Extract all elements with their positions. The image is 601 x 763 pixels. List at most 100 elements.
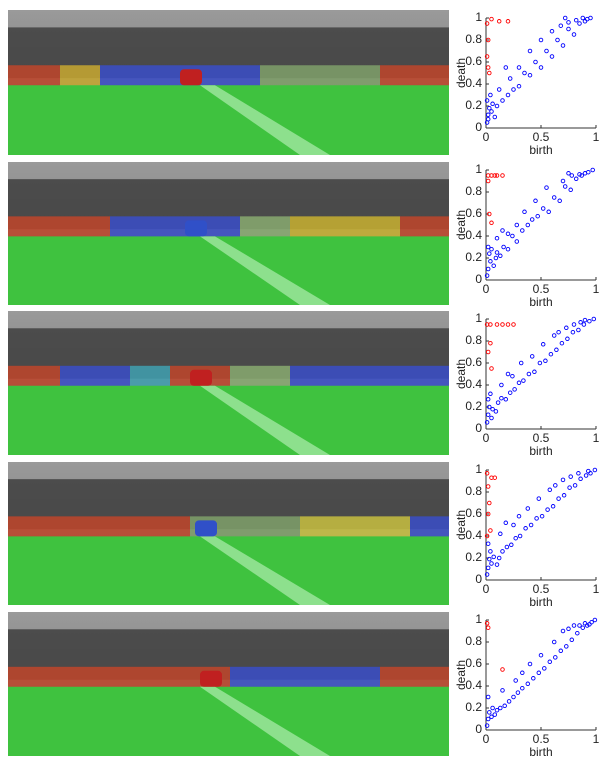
point — [557, 330, 561, 334]
segment-band — [8, 65, 60, 87]
segment-band — [380, 667, 449, 689]
point — [574, 177, 578, 181]
point — [528, 662, 532, 666]
point — [539, 653, 543, 657]
point — [501, 99, 505, 103]
point — [578, 624, 582, 628]
x-tick-label: 1 — [593, 431, 600, 445]
point — [497, 556, 501, 560]
segment-band — [230, 667, 380, 689]
point — [486, 485, 490, 489]
segment-band — [410, 516, 449, 538]
y-tick-label: 0.2 — [465, 98, 482, 112]
x-tick-label: 0.5 — [533, 732, 550, 746]
point — [486, 117, 490, 121]
y-axis-label: death — [454, 58, 468, 88]
point — [532, 677, 536, 681]
point — [489, 550, 493, 554]
point — [490, 562, 494, 566]
point — [490, 110, 494, 114]
point — [569, 475, 573, 479]
point — [583, 622, 587, 626]
point — [488, 252, 492, 256]
y-tick-label: 1 — [475, 10, 482, 24]
point — [545, 186, 549, 190]
point — [488, 557, 492, 561]
point — [535, 517, 539, 521]
point — [508, 391, 512, 395]
point — [512, 695, 516, 699]
point — [592, 317, 596, 321]
point — [500, 383, 504, 387]
x-axis-label: birth — [529, 745, 552, 758]
point — [584, 474, 588, 478]
point — [504, 66, 508, 70]
point — [549, 352, 553, 356]
point — [506, 232, 510, 236]
point — [506, 372, 510, 376]
point — [499, 532, 503, 536]
point — [528, 73, 532, 77]
point — [589, 472, 593, 476]
point — [486, 245, 490, 249]
point — [539, 66, 543, 70]
point — [513, 388, 517, 392]
segment-band — [240, 216, 290, 238]
x-tick-label: 1 — [593, 130, 600, 144]
point — [568, 486, 572, 490]
y-tick-label: 0 — [475, 722, 482, 736]
point — [548, 488, 552, 492]
point — [495, 323, 499, 327]
point — [562, 494, 566, 498]
scene-image — [8, 162, 449, 305]
point — [486, 66, 490, 70]
point — [539, 38, 543, 42]
y-axis-label: death — [454, 510, 468, 540]
point — [572, 33, 576, 37]
point — [508, 77, 512, 81]
point — [486, 113, 490, 117]
x-tick-label: 0.5 — [533, 282, 550, 296]
y-tick-label: 0 — [475, 421, 482, 435]
point — [528, 49, 532, 53]
point — [501, 174, 505, 178]
page: 00.20.40.60.8100.51birthdeath00.20.40.60… — [0, 0, 601, 763]
point — [495, 236, 499, 240]
point — [489, 392, 493, 396]
x-axis-label: birth — [529, 595, 552, 609]
point — [518, 534, 522, 538]
x-tick-label: 0 — [483, 732, 490, 746]
point — [495, 251, 499, 255]
point — [563, 185, 567, 189]
point — [561, 179, 565, 183]
y-tick-label: 0.8 — [465, 32, 482, 46]
x-tick-label: 0 — [483, 282, 490, 296]
segment-band — [130, 366, 170, 388]
car — [180, 69, 202, 85]
x-tick-label: 0.5 — [533, 431, 550, 445]
point — [512, 88, 516, 92]
car — [200, 671, 222, 687]
x-tick-label: 0 — [483, 431, 490, 445]
point — [511, 374, 515, 378]
point — [491, 706, 495, 710]
point — [502, 245, 506, 249]
point — [555, 348, 559, 352]
point — [505, 545, 509, 549]
point — [492, 264, 496, 268]
point — [495, 104, 499, 108]
point — [486, 267, 490, 271]
point — [521, 671, 525, 675]
point — [501, 550, 505, 554]
point — [506, 323, 510, 327]
x-axis-label: birth — [529, 444, 552, 458]
point — [571, 330, 575, 334]
point — [579, 477, 583, 481]
point — [546, 508, 550, 512]
car — [185, 220, 207, 236]
point — [517, 514, 521, 518]
point — [526, 223, 530, 227]
point — [559, 24, 563, 28]
point — [560, 341, 564, 345]
point — [572, 624, 576, 628]
